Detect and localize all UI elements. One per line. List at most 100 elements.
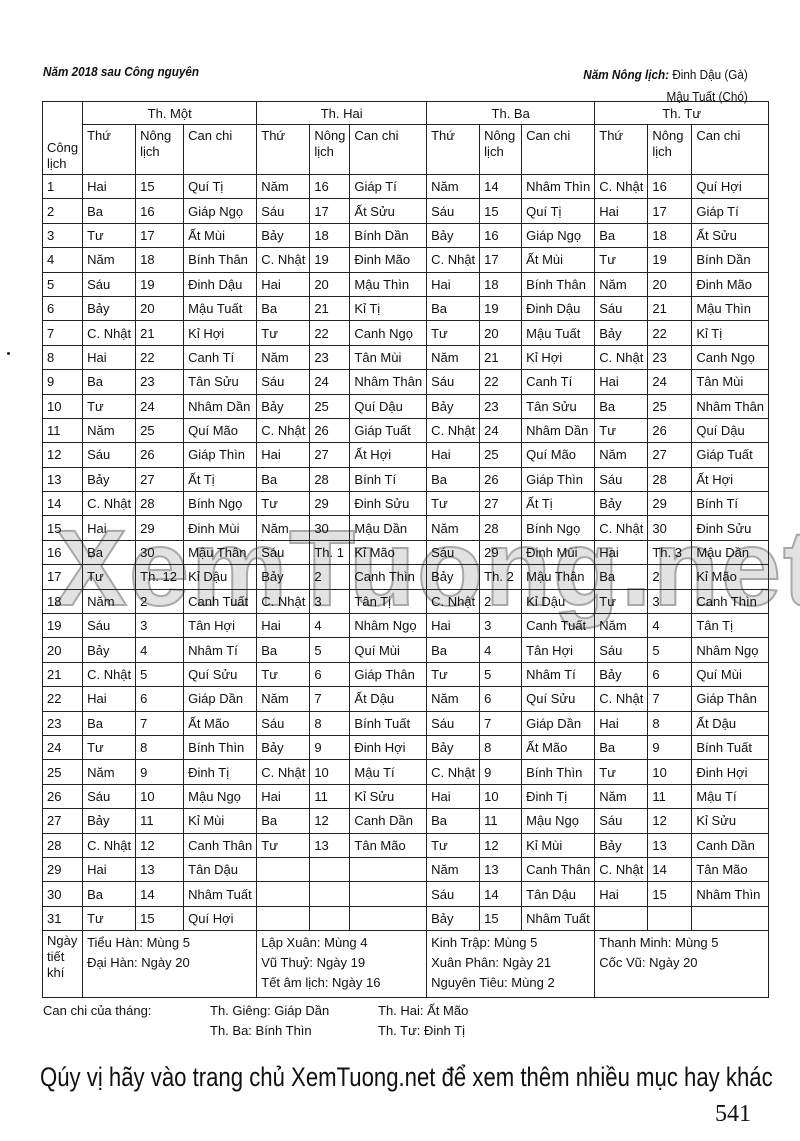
table-cell: 14 bbox=[135, 881, 185, 907]
table-row: 16 Ba 30 Mậu Thân Sáu Th. 1 Kỉ Mão Sáu 29 Đinh Mù… bbox=[41, 539, 770, 566]
table-cell: Hai bbox=[82, 515, 137, 541]
table-cell: 8 bbox=[647, 710, 693, 736]
table-cell: 12 bbox=[41, 442, 84, 468]
solar-terms-label: Ngày tiết khí bbox=[41, 930, 84, 999]
table-cell: C. Nhật bbox=[256, 417, 311, 444]
table-cell bbox=[256, 905, 311, 932]
table-cell: Canh Thìn bbox=[349, 564, 428, 590]
table-cell: Đinh Dậu bbox=[521, 295, 596, 322]
table-cell bbox=[256, 881, 311, 907]
table-cell: C. Nhật bbox=[82, 491, 137, 517]
table-cell: 3 bbox=[135, 613, 185, 639]
table-cell: 25 bbox=[41, 759, 84, 785]
table-cell: Th. 12 bbox=[135, 564, 185, 590]
table-row: 3 Tư 17 Ất Mùi Bảy 18 Bính Dần Bảy 16 Giáp Ngọ Ba 1… bbox=[41, 222, 770, 249]
table-cell: 27 bbox=[647, 442, 693, 468]
table-cell: 19 bbox=[479, 295, 523, 322]
table-cell: Mậu Thân bbox=[183, 539, 258, 566]
table-cell: Đinh Dậu bbox=[183, 271, 258, 297]
table-cell: 28 bbox=[41, 832, 84, 858]
table-cell: Hai bbox=[256, 271, 311, 297]
table-cell: 5 bbox=[41, 271, 84, 297]
table-cell: Nhâm Thân bbox=[349, 369, 428, 395]
table-cell: Tư bbox=[594, 588, 649, 615]
header-month: Th. Tư bbox=[594, 101, 770, 125]
table-cell: 26 bbox=[41, 783, 84, 810]
table-cell: 16 bbox=[479, 222, 523, 249]
table-cell: Hai bbox=[426, 271, 481, 297]
table-cell: Bảy bbox=[426, 905, 481, 932]
table-cell: Canh Dần bbox=[349, 808, 428, 834]
table-cell: 3 bbox=[479, 613, 523, 639]
table-row: 7 C. Nhật 21 Kỉ Hợi Tư 22 Canh Ngọ Tư 20 Mậu Tuất… bbox=[41, 320, 770, 346]
header-sub: Can chi bbox=[183, 124, 258, 175]
table-cell: 21 bbox=[41, 661, 84, 688]
table-cell: 18 bbox=[41, 588, 84, 615]
table-cell: 3 bbox=[41, 222, 84, 249]
table-cell: Năm bbox=[594, 613, 649, 639]
table-row: 12 Sáu 26 Giáp Thìn Hai 27 Ất Hợi Hai 25 Quí Mão N… bbox=[41, 442, 770, 468]
table-cell: 12 bbox=[479, 832, 523, 858]
table-cell: Bính Ngọ bbox=[183, 491, 258, 517]
table-cell: Bảy bbox=[256, 564, 311, 590]
table-cell: 15 bbox=[647, 881, 693, 907]
table-cell: Sáu bbox=[594, 295, 649, 322]
header-sub: Can chi bbox=[691, 124, 770, 175]
table-cell: 27 bbox=[41, 808, 84, 834]
solar-term: Tết âm lịch: Ngày 16 bbox=[261, 975, 381, 991]
table-cell: Tân Mão bbox=[691, 856, 770, 883]
table-cell: Canh Thìn bbox=[691, 588, 770, 615]
table-cell: 25 bbox=[309, 393, 351, 419]
header-sub: Can chi bbox=[349, 124, 428, 175]
table-cell: Đinh Hợi bbox=[691, 759, 770, 785]
table-cell: Mậu Ngọ bbox=[183, 783, 258, 810]
table-cell: Hai bbox=[82, 686, 137, 712]
table-cell: 6 bbox=[647, 661, 693, 688]
table-cell: Tư bbox=[256, 491, 311, 517]
table-cell: 2 bbox=[479, 588, 523, 615]
table-cell: Kỉ Sửu bbox=[349, 783, 428, 810]
table-cell: Bảy bbox=[256, 222, 311, 249]
table-cell: Bính Thìn bbox=[521, 759, 596, 785]
table-row: 5 Sáu 19 Đinh Dậu Hai 20 Mậu Thìn Hai 18 Bính Thâ… bbox=[41, 271, 770, 297]
table-cell: Tân Mùi bbox=[691, 369, 770, 395]
table-cell: 12 bbox=[647, 808, 693, 834]
table-cell: 25 bbox=[647, 393, 693, 419]
table-cell: 18 bbox=[309, 222, 351, 249]
table-cell: Kỉ Hợi bbox=[183, 320, 258, 346]
table-cell: Hai bbox=[594, 710, 649, 736]
table-cell: Sáu bbox=[256, 539, 311, 566]
table-cell: Năm bbox=[82, 588, 137, 615]
table-cell: 23 bbox=[309, 344, 351, 371]
table-cell: Tân Sửu bbox=[521, 393, 596, 419]
table-cell: Ba bbox=[256, 637, 311, 663]
header-sub: Thứ bbox=[426, 124, 481, 175]
table-cell: 30 bbox=[647, 515, 693, 541]
table-cell: 11 bbox=[135, 808, 185, 834]
table-cell: Bảy bbox=[426, 564, 481, 590]
table-cell: 16 bbox=[309, 173, 351, 200]
table-cell: Bính Tí bbox=[691, 491, 770, 517]
table-cell: Năm bbox=[82, 247, 137, 273]
table-cell: Nhâm Tuất bbox=[183, 881, 258, 907]
table-cell: Quí Dậu bbox=[349, 393, 428, 419]
table-cell: Quí Mão bbox=[183, 417, 258, 444]
table-cell: Mậu Tí bbox=[349, 759, 428, 785]
table-cell: Hai bbox=[82, 173, 137, 200]
table-cell: Đinh Mão bbox=[349, 247, 428, 273]
table-cell: 18 bbox=[647, 222, 693, 249]
table-row: 6 Bảy 20 Mậu Tuất Ba 21 Kỉ Tị Ba 19 Đinh Dậu Sáu 21… bbox=[41, 295, 770, 322]
table-cell: Hai bbox=[594, 539, 649, 566]
table-cell: Canh Thân bbox=[521, 856, 596, 883]
table-cell: 20 bbox=[479, 320, 523, 346]
table-cell: Năm bbox=[256, 686, 311, 712]
table-cell: C. Nhật bbox=[594, 856, 649, 883]
table-cell: Đinh Mùi bbox=[183, 515, 258, 541]
table-cell: 17 bbox=[135, 222, 185, 249]
table-cell: Hai bbox=[594, 198, 649, 224]
table-cell: Giáp Ngọ bbox=[183, 198, 258, 224]
table-cell: 22 bbox=[309, 320, 351, 346]
table-cell: Bính Thân bbox=[183, 247, 258, 273]
month-canchi-tu: Th. Tư: Đinh Tị bbox=[378, 1023, 465, 1038]
table-cell: Tư bbox=[82, 393, 137, 419]
